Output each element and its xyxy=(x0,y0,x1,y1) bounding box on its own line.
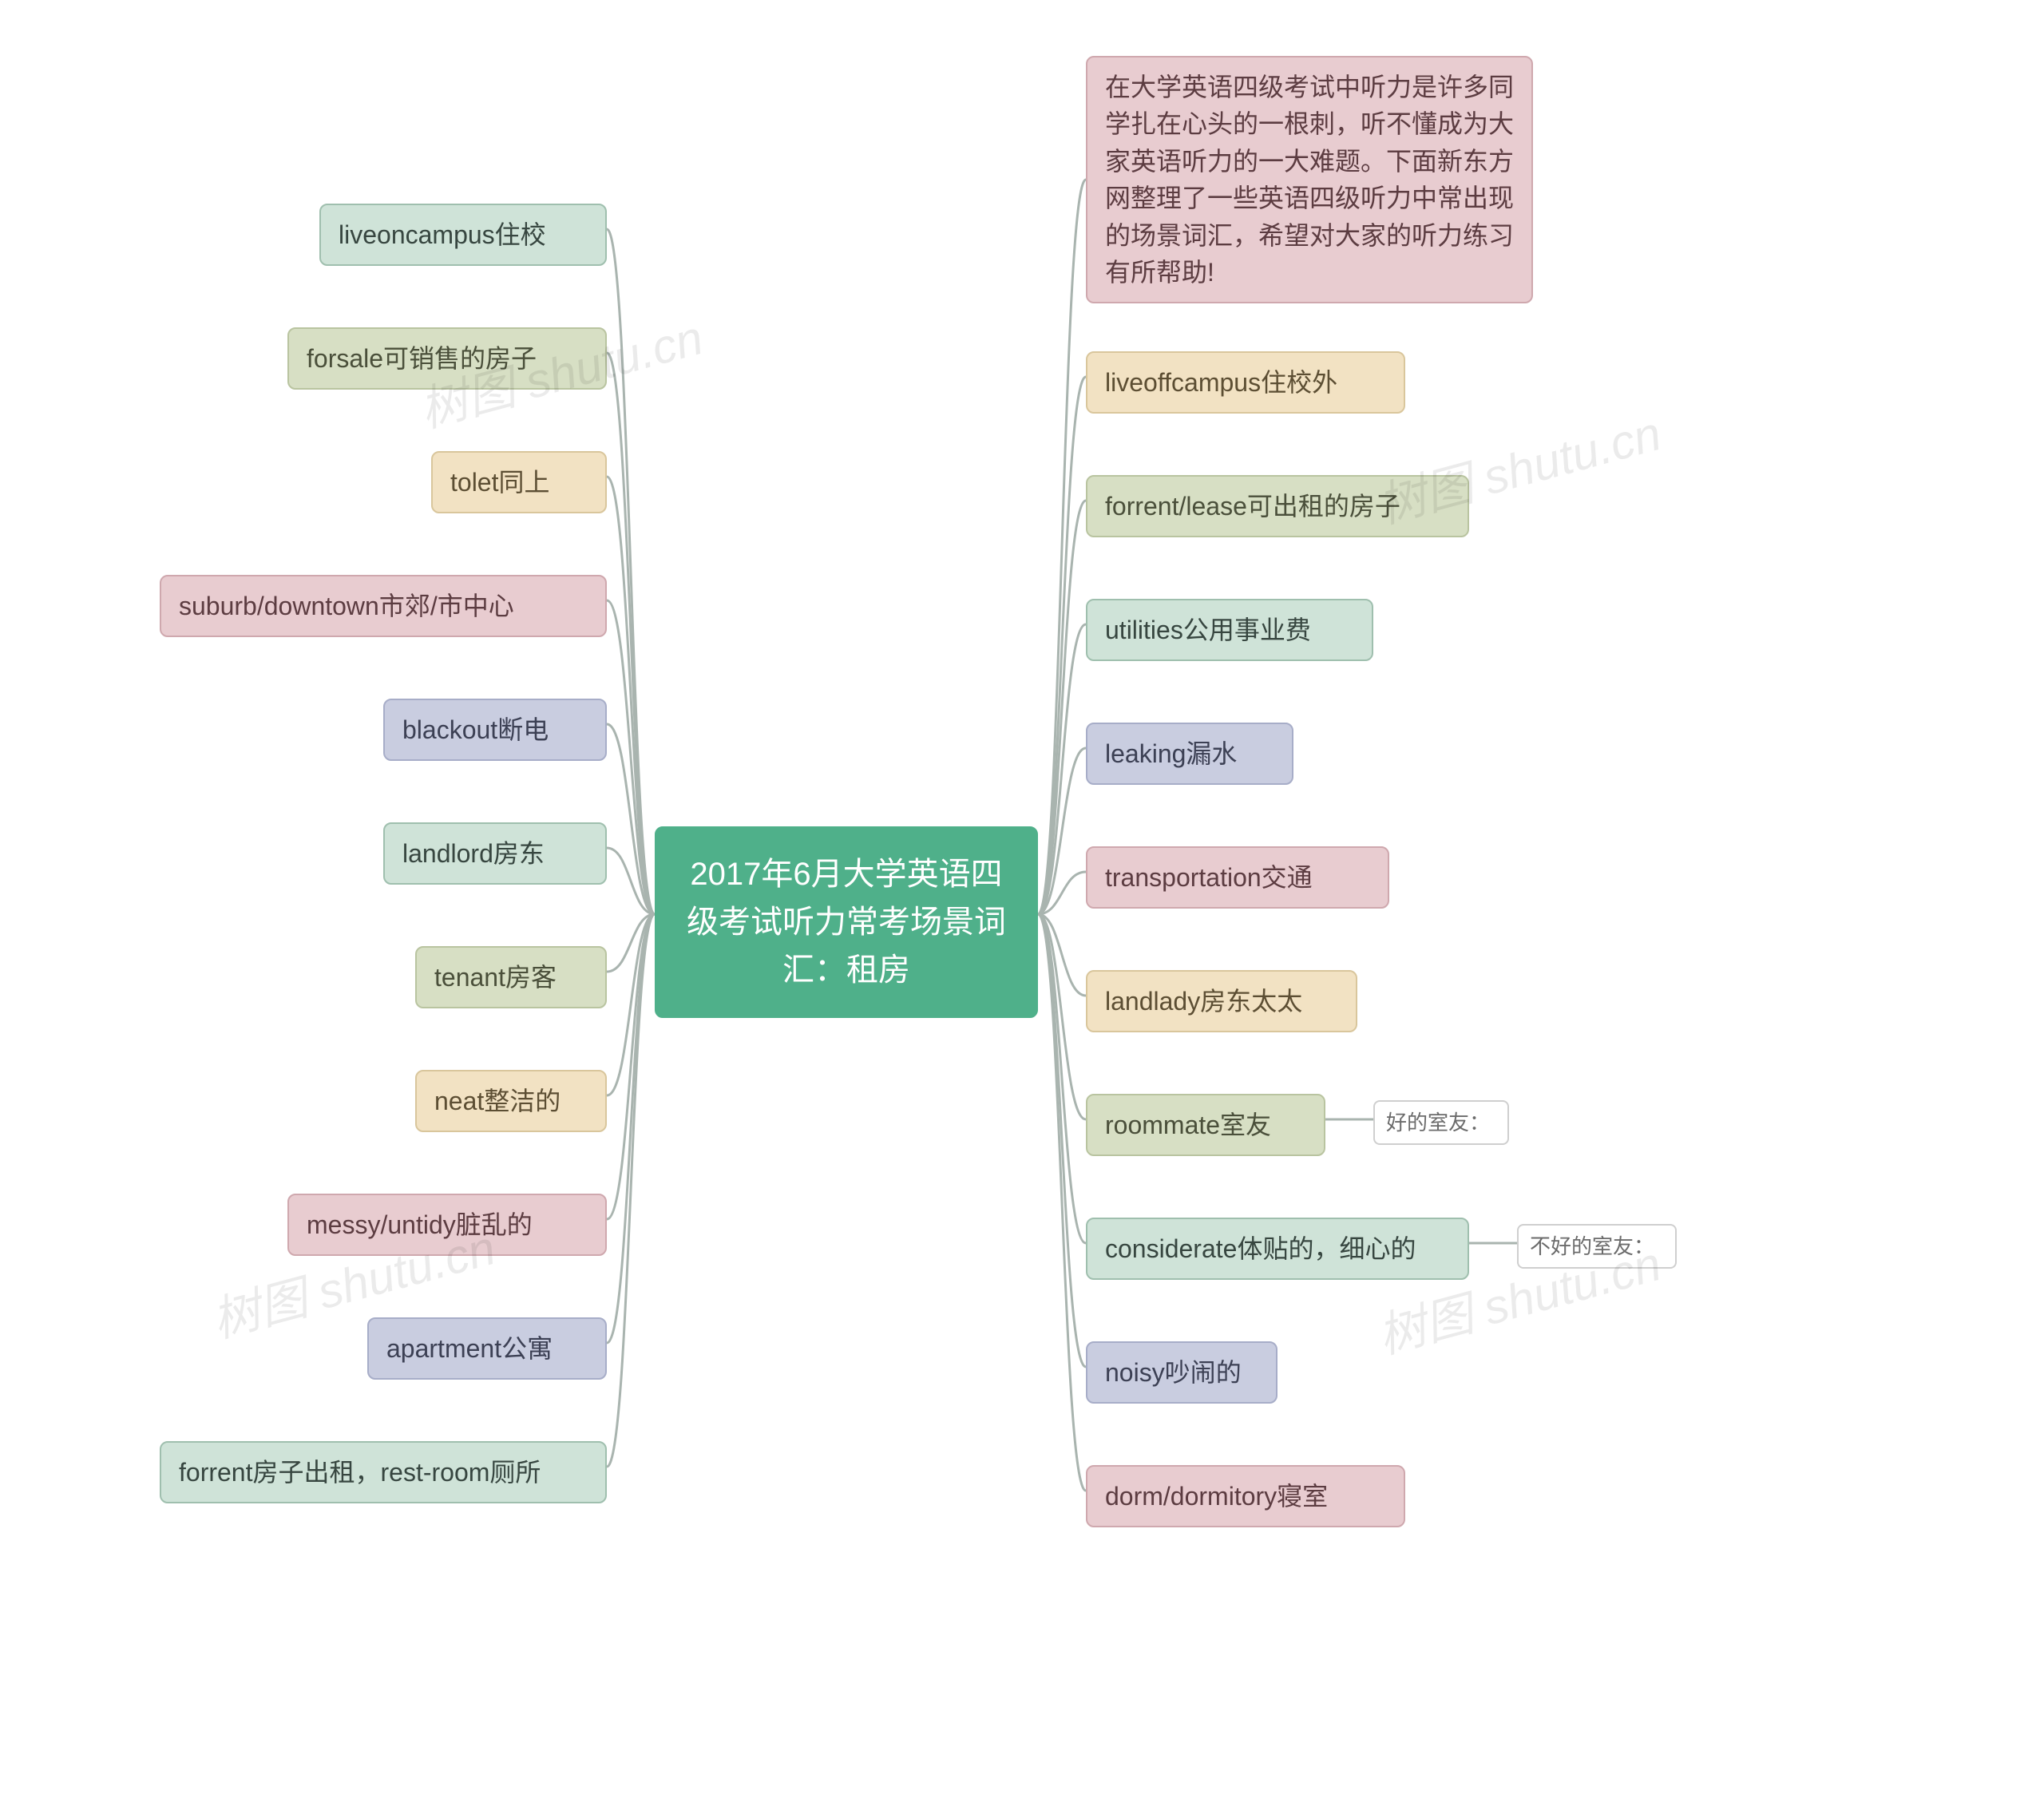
left-branch-2: tolet同上 xyxy=(431,451,607,513)
left-branch-8: messy/untidy脏乱的 xyxy=(287,1194,607,1256)
right-branch-8: considerate体贴的，细心的 xyxy=(1086,1218,1469,1280)
right-branch-2: forrent/lease可出租的房子 xyxy=(1086,475,1469,537)
left-branch-3: suburb/downtown市郊/市中心 xyxy=(160,575,607,637)
right-branch-4: leaking漏水 xyxy=(1086,723,1293,785)
right-branch-6: landlady房东太太 xyxy=(1086,970,1357,1032)
right-branch-5: transportation交通 xyxy=(1086,846,1389,909)
right-branch-0: 在大学英语四级考试中听力是许多同学扎在心头的一根刺，听不懂成为大家英语听力的一大… xyxy=(1086,56,1533,303)
center-topic: 2017年6月大学英语四级考试听力常考场景词汇：租房 xyxy=(655,826,1038,1018)
left-branch-6: tenant房客 xyxy=(415,946,607,1008)
left-branch-10: forrent房子出租，rest-room厕所 xyxy=(160,1441,607,1503)
right-branch-3: utilities公用事业费 xyxy=(1086,599,1373,661)
right-branch-8-leaf: 不好的室友： xyxy=(1517,1224,1677,1269)
left-branch-9: apartment公寓 xyxy=(367,1317,607,1380)
left-branch-4: blackout断电 xyxy=(383,699,607,761)
right-branch-7: roommate室友 xyxy=(1086,1094,1325,1156)
left-branch-0: liveoncampus住校 xyxy=(319,204,607,266)
right-branch-9: noisy吵闹的 xyxy=(1086,1341,1278,1404)
mindmap-canvas: 2017年6月大学英语四级考试听力常考场景词汇：租房 liveoncampus住校… xyxy=(0,0,2044,1806)
left-branch-1: forsale可销售的房子 xyxy=(287,327,607,390)
left-branch-7: neat整洁的 xyxy=(415,1070,607,1132)
right-branch-7-leaf: 好的室友： xyxy=(1373,1100,1509,1145)
right-branch-1: liveoffcampus住校外 xyxy=(1086,351,1405,414)
left-branch-5: landlord房东 xyxy=(383,822,607,885)
right-branch-10: dorm/dormitory寝室 xyxy=(1086,1465,1405,1527)
